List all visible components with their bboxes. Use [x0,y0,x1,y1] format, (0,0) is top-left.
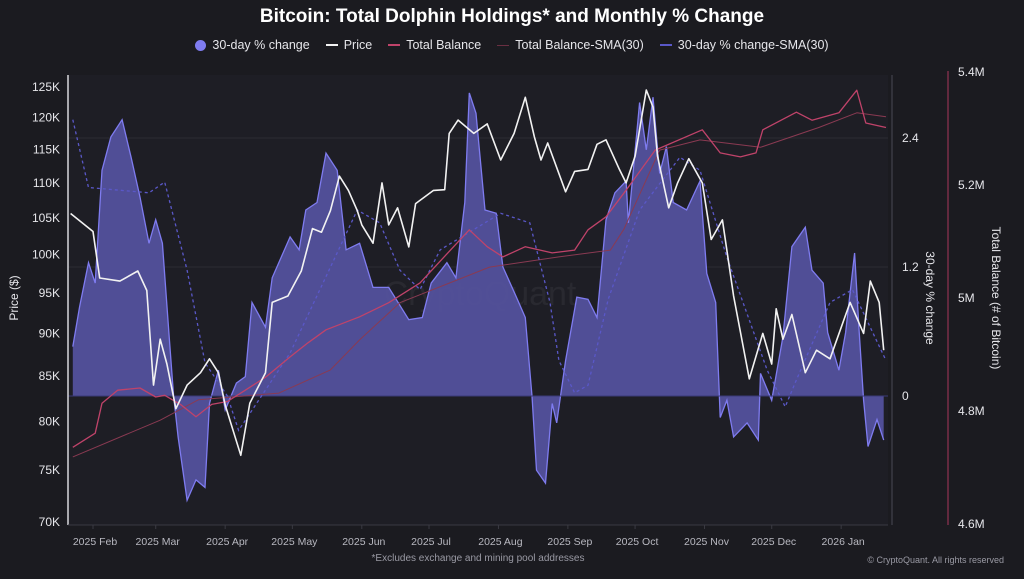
footnote: *Excludes exchange and mining pool addre… [371,553,585,564]
y-axis-label-balance: Total Balance (# of Bitcoin) [989,227,1003,370]
x-tick-label: 2026 Jan [822,536,865,548]
x-tick-label: 2025 Nov [684,536,730,548]
balance-sma-line [72,112,887,458]
balance-tick-label: 5M [958,291,975,305]
legend-label: 30-day % change-SMA(30) [677,38,829,52]
x-tick-label: 2025 Aug [478,536,523,548]
balance-line [72,89,887,448]
x-tick-label: 2025 May [271,536,318,548]
x-tick-label: 2025 Oct [616,536,659,548]
legend-dot-icon [195,39,207,51]
legend-item-price[interactable]: Price [325,38,373,52]
price-tick-label: 80K [39,415,60,429]
legend-line-icon [325,44,338,46]
legend-item-balance-sma[interactable]: Total Balance-SMA(30) [497,38,644,52]
price-tick-label: 95K [39,286,60,300]
x-tick-label: 2025 Jun [342,536,385,548]
balance-tick-label: 4.6M [958,517,985,531]
legend-label: Total Balance-SMA(30) [515,38,644,52]
pct-tick-label: 1.2 [902,260,919,274]
balance-tick-label: 5.4M [958,65,985,79]
pct-tick-label: 2.4 [902,131,919,145]
legend-label: Price [343,38,373,52]
copyright: © CryptoQuant. All rights reserved [867,555,1004,565]
legend-item-pct-sma[interactable]: 30-day % change-SMA(30) [659,38,829,52]
x-tick-label: 2025 Apr [206,536,249,548]
legend-item-pct-change[interactable]: 30-day % change [195,38,310,52]
price-tick-label: 105K [32,211,60,225]
pct-tick-label: 0 [902,389,909,403]
y-axis-label-price: Price ($) [7,275,21,320]
price-tick-label: 115K [33,143,60,157]
price-line [70,89,885,457]
chart-title: Bitcoin: Total Dolphin Holdings* and Mon… [259,6,765,27]
x-tick-label: 2025 Dec [751,536,796,548]
price-tick-label: 90K [39,326,60,340]
price-tick-label: 70K [39,515,60,529]
price-tick-label: 100K [32,247,60,261]
x-tick-label: 2025 Feb [73,536,118,548]
balance-tick-label: 5.2M [958,178,985,192]
legend-label: 30-day % change [212,38,310,52]
y-axis-label-pct: 30-day % change [923,251,937,345]
price-tick-label: 125K [32,80,60,94]
x-tick-label: 2025 Mar [136,536,181,548]
legend-label: Total Balance [406,38,482,52]
legend-line-icon [497,44,510,46]
legend-line-icon [388,44,401,46]
legend-line-icon [659,44,672,46]
legend: 30-day % change Price Total Balance Tota… [0,38,1024,52]
pct-change-area [72,92,884,501]
legend-item-total-balance[interactable]: Total Balance [388,38,481,52]
price-tick-label: 75K [39,463,60,477]
price-tick-label: 120K [32,111,60,125]
x-tick-label: 2025 Jul [411,536,451,548]
balance-tick-label: 4.8M [958,404,985,418]
price-tick-label: 110K [33,176,60,190]
x-tick-label: 2025 Sep [547,536,592,548]
price-tick-label: 85K [39,369,60,383]
